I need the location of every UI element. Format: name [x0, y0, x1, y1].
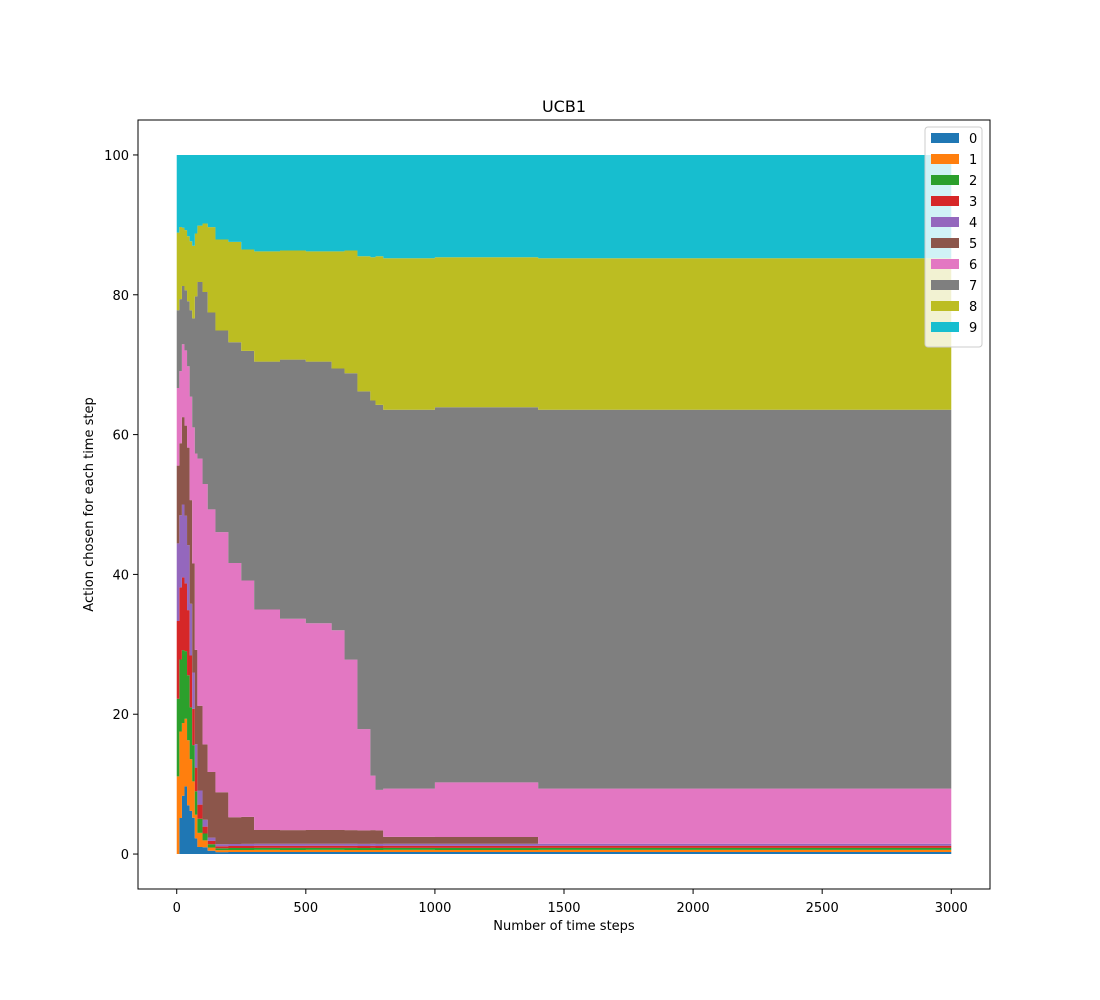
legend-swatch-6	[931, 259, 959, 269]
x-tick-label: 1000	[418, 901, 451, 916]
y-tick-label: 0	[121, 848, 129, 863]
x-tick-label: 3000	[935, 901, 968, 916]
legend-swatch-0	[931, 133, 959, 143]
legend-label-2: 2	[969, 174, 977, 189]
y-tick-label: 60	[112, 429, 129, 444]
y-axis-title: Action chosen for each time step	[82, 397, 97, 611]
x-tick-label: 0	[173, 901, 181, 916]
y-axis-ticks: 0 20 40 60 80 100	[104, 149, 138, 863]
x-tick-label: 500	[293, 901, 318, 916]
chart-title: UCB1	[542, 97, 586, 116]
legend-swatch-7	[931, 280, 959, 290]
legend-label-9: 9	[969, 321, 977, 336]
legend-label-1: 1	[969, 153, 977, 168]
area-series-9	[176, 154, 952, 260]
y-tick-label: 80	[112, 289, 129, 304]
legend-label-8: 8	[969, 300, 977, 315]
x-axis-ticks: 0 500 1000 1500 2000 2500 3000	[173, 889, 968, 916]
legend: 0 1 2 3 4 5 6 7 8 9	[924, 126, 983, 348]
legend-swatch-8	[931, 301, 959, 311]
legend-swatch-3	[931, 196, 959, 206]
legend-label-6: 6	[969, 258, 977, 273]
y-tick-label: 20	[112, 708, 129, 723]
area-series-7	[176, 282, 952, 799]
y-tick-label: 100	[104, 149, 129, 164]
legend-swatch-1	[931, 154, 959, 164]
legend-label-0: 0	[969, 132, 977, 147]
area-series-6	[176, 344, 952, 855]
legend-label-7: 7	[969, 279, 977, 294]
legend-label-4: 4	[969, 216, 977, 231]
y-tick-label: 40	[112, 568, 129, 583]
x-tick-label: 1500	[547, 901, 580, 916]
x-tick-label: 2000	[677, 901, 710, 916]
legend-label-5: 5	[969, 237, 977, 252]
legend-swatch-5	[931, 238, 959, 248]
x-axis-title: Number of time steps	[493, 919, 635, 934]
legend-label-3: 3	[969, 195, 977, 210]
legend-swatch-9	[931, 322, 959, 332]
legend-swatch-4	[931, 217, 959, 227]
stacked-areas	[176, 154, 952, 855]
legend-swatch-2	[931, 175, 959, 185]
x-tick-label: 2500	[806, 901, 839, 916]
area-series-8	[176, 223, 952, 414]
